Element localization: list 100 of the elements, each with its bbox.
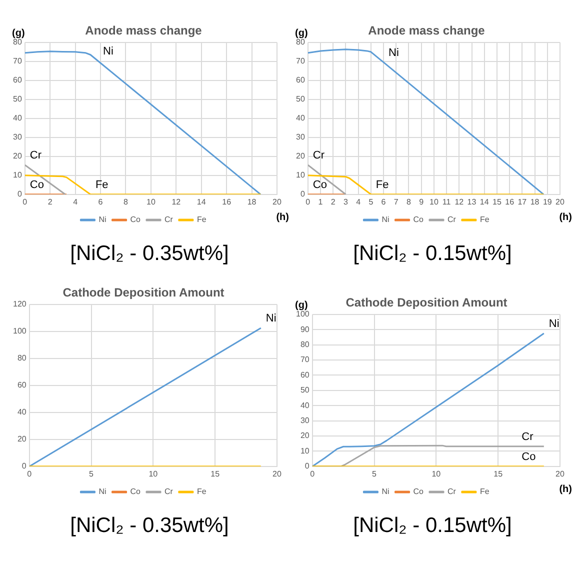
y-axis-title: (g) <box>295 28 308 40</box>
x-tick-label: 2 <box>48 197 53 206</box>
chart-title: Cathode Deposition Amount <box>62 286 224 300</box>
x-tick-label: 17 <box>518 197 528 206</box>
y-axis-title: (g) <box>12 28 25 40</box>
annotation: Ni <box>548 318 560 330</box>
y-tick-label: 80 <box>17 354 27 363</box>
x-tick-label: 3 <box>343 197 348 206</box>
y-tick-label: 60 <box>12 76 22 85</box>
y-tick-label: 20 <box>296 152 306 161</box>
annotation: Fe <box>95 178 108 191</box>
legend-label: Co <box>130 215 142 224</box>
y-tick-label: 30 <box>300 416 310 426</box>
legend-label: Fe <box>480 215 490 224</box>
y-tick-label: 0 <box>304 462 310 471</box>
x-tick-label: 14 <box>480 197 490 206</box>
annotation: Co <box>30 178 44 191</box>
x-tick-label: 5 <box>89 469 94 478</box>
x-tick-label: 14 <box>196 197 206 206</box>
annotation: Ni <box>388 46 399 59</box>
y-tick-label: 90 <box>300 324 310 334</box>
x-tick-label: 15 <box>210 469 220 478</box>
x-axis-title: (h) <box>559 212 572 223</box>
legend-label: Fe <box>480 487 490 496</box>
x-tick-label: 5 <box>372 469 378 478</box>
legend-label: Ni <box>382 215 390 224</box>
text: [NiCl₂ - 0.15wt%] <box>352 514 513 538</box>
x-tick-label: 18 <box>247 197 257 206</box>
annotation: Cr <box>30 149 42 162</box>
chart-title: Anode mass change <box>368 24 486 38</box>
annotation: Co <box>312 178 327 191</box>
y-tick-label: 50 <box>296 94 306 104</box>
x-tick-label: 20 <box>272 469 282 478</box>
x-tick-label: 5 <box>368 197 374 206</box>
y-tick-label: 20 <box>12 152 22 161</box>
y-tick-label: 50 <box>300 386 310 395</box>
x-axis-title: (h) <box>276 212 289 223</box>
x-tick-label: 15 <box>494 469 504 478</box>
x-tick-label: 2 <box>330 197 336 206</box>
y-tick-label: 40 <box>296 114 306 123</box>
legend-label: Ni <box>382 487 390 496</box>
x-tick-label: 10 <box>146 197 156 206</box>
x-tick-label: 16 <box>222 197 232 206</box>
x-tick-label: 20 <box>556 469 565 478</box>
y-tick-label: 60 <box>17 380 27 390</box>
x-axis-title: (h) <box>559 484 572 495</box>
chart-title: Anode mass change <box>85 24 202 38</box>
x-tick-label: 10 <box>432 469 442 478</box>
y-tick-label: 40 <box>17 408 27 417</box>
y-tick-label: 20 <box>300 431 310 440</box>
y-tick-label: 120 <box>12 300 27 309</box>
legend-label: Cr <box>448 487 456 496</box>
x-tick-label: 6 <box>98 197 104 206</box>
annotation: Cr <box>312 149 325 162</box>
annotation: Ni <box>266 312 276 325</box>
x-tick-label: 8 <box>406 197 412 206</box>
annotation: Ni <box>103 46 114 58</box>
y-tick-label: 20 <box>17 434 27 444</box>
legend-label: Ni <box>98 215 106 224</box>
y-tick-label: 70 <box>296 56 306 66</box>
x-tick-label: 8 <box>124 197 129 206</box>
text: [NiCl₂ - 0.35wt%] <box>69 514 230 538</box>
y-tick-label: 40 <box>300 400 310 410</box>
text: [NiCl₂ - 0.35wt%] <box>69 242 230 266</box>
y-tick-label: 50 <box>12 94 22 104</box>
legend-label: Fe <box>196 487 207 496</box>
y-tick-label: 30 <box>12 132 22 142</box>
x-tick-label: 7 <box>394 197 399 206</box>
y-tick-label: 30 <box>296 132 306 142</box>
x-tick-label: 9 <box>419 197 424 206</box>
x-tick-label: 12 <box>454 197 464 206</box>
x-tick-label: 10 <box>429 197 439 206</box>
x-tick-label: 13 <box>467 197 477 206</box>
y-tick-label: 80 <box>296 38 306 47</box>
y-tick-label: 70 <box>12 56 22 66</box>
legend-label: Cr <box>164 215 174 224</box>
x-tick-label: 18 <box>530 197 540 206</box>
x-tick-label: 16 <box>505 197 515 206</box>
y-tick-label: 10 <box>296 170 306 180</box>
x-tick-label: 20 <box>556 197 565 206</box>
y-axis-title: (g) <box>295 300 308 312</box>
x-tick-label: 4 <box>73 197 78 206</box>
legend-label: Co <box>413 487 424 496</box>
legend-label: Co <box>413 215 424 224</box>
y-tick-label: 0 <box>300 190 306 199</box>
y-tick-label: 60 <box>296 76 306 85</box>
annotation: Co <box>522 450 536 463</box>
x-tick-label: 19 <box>542 197 552 206</box>
y-tick-label: 80 <box>300 340 310 350</box>
y-tick-label: 10 <box>300 446 310 456</box>
x-tick-label: 11 <box>442 197 452 206</box>
annotation: Cr <box>522 430 534 443</box>
legend-label: Co <box>130 487 142 496</box>
y-tick-label: 60 <box>300 370 310 380</box>
y-tick-label: 100 <box>12 326 27 336</box>
legend-label: Cr <box>164 487 174 496</box>
x-tick-label: 6 <box>381 197 386 206</box>
x-tick-label: 10 <box>148 469 158 478</box>
legend-label: Ni <box>98 487 106 496</box>
y-tick-label: 100 <box>296 310 310 319</box>
